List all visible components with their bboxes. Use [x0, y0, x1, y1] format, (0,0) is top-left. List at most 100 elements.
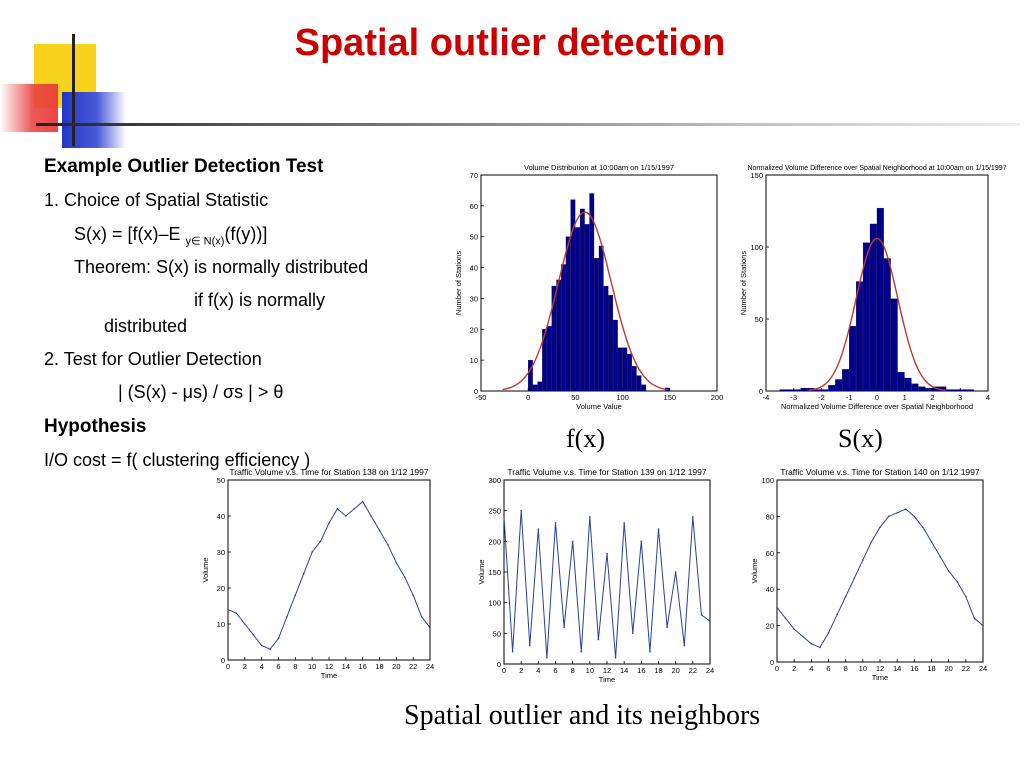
histogram-bar	[890, 298, 898, 392]
histogram-bar	[594, 258, 599, 392]
chart-title: Volume Distribution at 10:00am on 1/15/1…	[524, 163, 674, 172]
histogram-bar	[636, 375, 642, 392]
histogram-bar	[641, 384, 647, 392]
y-tick-label: 60	[470, 202, 478, 211]
x-tick-label: 50	[571, 393, 579, 402]
data-point	[528, 644, 531, 647]
histogram-bar	[589, 193, 595, 392]
y-axis-label: Volume	[201, 557, 210, 582]
x-tick-label: 2	[519, 666, 523, 675]
title-underline	[36, 123, 1020, 126]
data-point	[345, 515, 347, 517]
y-tick-label: 0	[759, 387, 763, 396]
x-tick-label: 14	[342, 662, 350, 671]
x-tick-label: 100	[616, 393, 629, 402]
data-point	[709, 620, 711, 622]
data-point	[227, 608, 229, 611]
data-point	[623, 522, 625, 524]
x-tick-label: 4	[986, 393, 990, 402]
label-sx: S(x)	[838, 424, 883, 453]
histogram-bar	[575, 227, 580, 392]
data-point	[294, 594, 297, 596]
label-fx: f(x)	[566, 424, 605, 453]
histogram-bar	[960, 389, 968, 392]
histogram-bar	[556, 279, 562, 392]
histogram-bar	[862, 242, 870, 392]
data-point	[395, 562, 398, 564]
x-tick-label: 10	[586, 666, 594, 675]
data-point	[370, 515, 372, 517]
histogram-bar	[617, 347, 623, 392]
histogram-bar	[967, 389, 974, 392]
data-point	[378, 529, 381, 532]
x-tick-label: 2	[243, 662, 247, 671]
normal-fit-curve	[808, 237, 946, 391]
line-chart-station-140: Traffic Volume v.s. Time for Station 140…	[750, 467, 987, 682]
line-chart-station-138: Traffic Volume v.s. Time for Station 138…	[201, 467, 434, 680]
data-point	[922, 526, 924, 529]
data-point	[412, 594, 414, 596]
histogram-bar	[835, 379, 843, 392]
item-choice-statistic: 1. Choice of Spatial Statistic	[44, 190, 269, 210]
x-tick-label: 22	[409, 662, 417, 671]
histogram-bar	[613, 319, 618, 392]
x-tick-label: 24	[426, 662, 434, 671]
x-tick-label: -1	[846, 393, 853, 402]
histogram-bar	[622, 347, 628, 392]
data-point	[563, 626, 565, 628]
histogram-bar	[869, 223, 877, 392]
histogram-bar	[883, 258, 891, 392]
data-point	[387, 544, 389, 546]
x-tick-label: 150	[664, 393, 677, 402]
data-point	[511, 650, 514, 653]
y-tick-label: 100	[488, 599, 501, 608]
histogram-bar	[786, 389, 794, 392]
data-point	[420, 616, 423, 618]
data-point	[956, 581, 959, 583]
chart-title: Traffic Volume v.s. Time for Station 139…	[507, 467, 707, 477]
line-chart-station-139: Traffic Volume v.s. Time for Station 139…	[477, 467, 714, 684]
data-point	[361, 500, 364, 503]
x-tick-label: 24	[979, 664, 987, 673]
data-point	[982, 624, 984, 627]
histogram-bar	[528, 359, 533, 392]
y-tick-label: 30	[217, 548, 225, 557]
y-tick-label: 50	[755, 315, 763, 324]
plot-frame	[227, 479, 431, 661]
data-point	[336, 508, 339, 510]
decor-vertical-line	[72, 34, 75, 146]
chart-title: Traffic Volume v.s. Time for Station 138…	[229, 467, 429, 477]
x-tick-label: 0	[226, 662, 230, 671]
histogram-bar	[911, 383, 919, 392]
histogram-bar	[551, 285, 557, 392]
x-tick-label: 2	[930, 393, 934, 402]
histogram-bar	[828, 385, 836, 392]
y-tick-label: 40	[766, 585, 774, 594]
y-tick-label: 0	[474, 387, 478, 396]
data-point	[836, 613, 838, 616]
data-point	[947, 570, 950, 572]
x-tick-label: 6	[826, 664, 830, 673]
data-point	[913, 515, 916, 518]
x-tick-label: 12	[603, 666, 611, 675]
data-point	[614, 657, 617, 659]
theorem-text: Theorem: S(x) is normally distributed	[74, 257, 369, 277]
y-tick-label: 150	[488, 568, 501, 577]
y-tick-label: 100	[750, 243, 763, 252]
histogram-bar	[779, 389, 787, 392]
data-point	[235, 612, 238, 614]
x-tick-label: 0	[775, 664, 779, 673]
y-tick-label: 300	[488, 476, 501, 485]
x-tick-label: 6	[553, 666, 557, 675]
data-point	[429, 626, 431, 629]
data-point	[776, 606, 778, 609]
data-point	[353, 508, 356, 510]
data-point	[965, 595, 967, 598]
x-axis-label: Normalized Volume Difference over Spatia…	[781, 402, 973, 411]
y-axis-label: Number of Stations	[455, 251, 463, 315]
y-tick-label: 200	[488, 537, 501, 546]
histogram-bar	[561, 264, 566, 392]
data-point	[597, 638, 600, 641]
data-point	[589, 516, 591, 518]
x-tick-label: 1	[903, 393, 907, 402]
